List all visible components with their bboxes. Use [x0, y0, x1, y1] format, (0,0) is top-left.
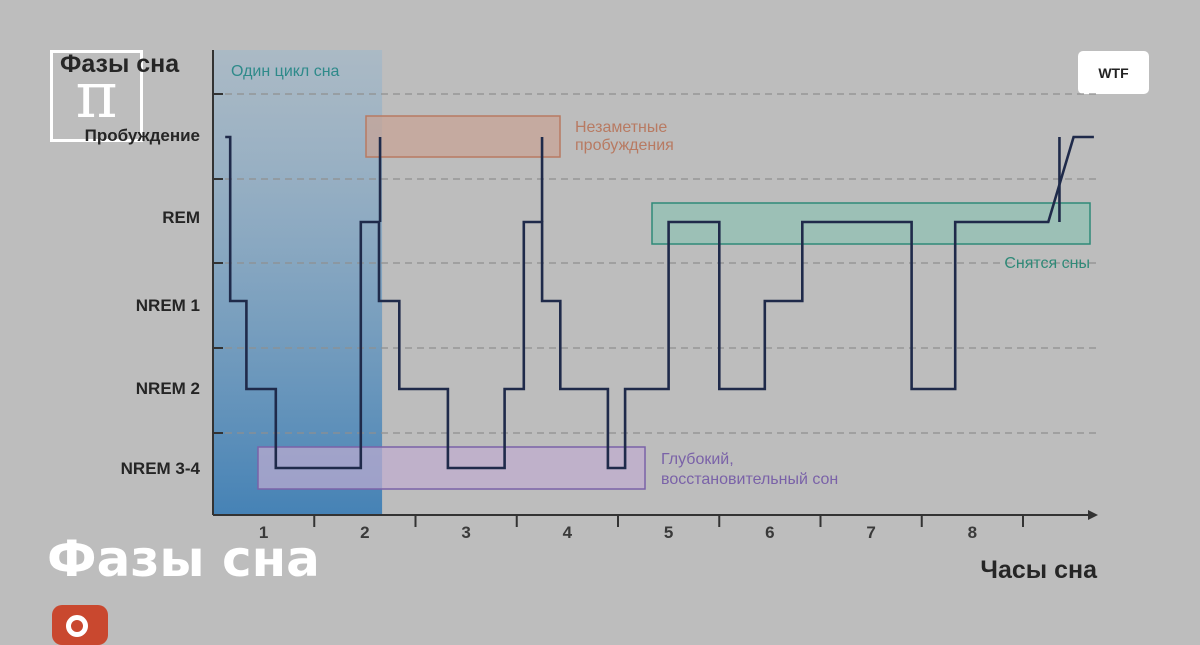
- x-tick-label-7: 7: [866, 523, 875, 542]
- annot-dreams: Снятся сны: [1004, 255, 1090, 272]
- y-label-nrem34: NREM 3-4: [121, 459, 201, 478]
- y-label-nrem1: NREM 1: [136, 296, 200, 315]
- x-tick-label-6: 6: [765, 523, 774, 542]
- cycle-label: Один цикл сна: [231, 63, 340, 80]
- x-tick-label-8: 8: [968, 523, 977, 542]
- cycle-band: [213, 50, 383, 515]
- x-tick-label-3: 3: [461, 523, 470, 542]
- app-icon: [52, 605, 108, 645]
- annot-awakenings-line1: Незаметные: [575, 119, 667, 136]
- chart-title: Фазы сна: [60, 50, 180, 78]
- y-label-nrem2: NREM 2: [136, 379, 200, 398]
- annot-deep-line1: Глубокий,: [661, 451, 734, 468]
- y-label-wake: Пробуждение: [85, 126, 200, 145]
- annotation-box-2: [651, 202, 1091, 245]
- x-axis-arrow: [1088, 510, 1098, 520]
- sleep-phases-chart: 1 2 3 4 5 6 7 8 Фазы сна Один цикл сна Пробужде…: [60, 50, 1098, 584]
- x-tick-label-4: 4: [563, 523, 573, 542]
- hypnogram-line: [225, 135, 1094, 470]
- wtf-badge[interactable]: WTF: [1078, 51, 1149, 94]
- headline: Фазы сна: [47, 530, 320, 588]
- annot-deep-line2: восстановительный сон: [661, 471, 838, 488]
- x-tick-label-2: 2: [360, 523, 369, 542]
- annotation-box-1: [365, 115, 561, 158]
- x-tick-label-1: 1: [259, 523, 268, 542]
- x-tick-label-5: 5: [664, 523, 673, 542]
- annot-awakenings-line2: пробуждения: [575, 137, 674, 154]
- y-label-rem: REM: [162, 208, 200, 227]
- x-axis-label: Часы сна: [980, 556, 1098, 584]
- site-logo[interactable]: π: [50, 50, 143, 142]
